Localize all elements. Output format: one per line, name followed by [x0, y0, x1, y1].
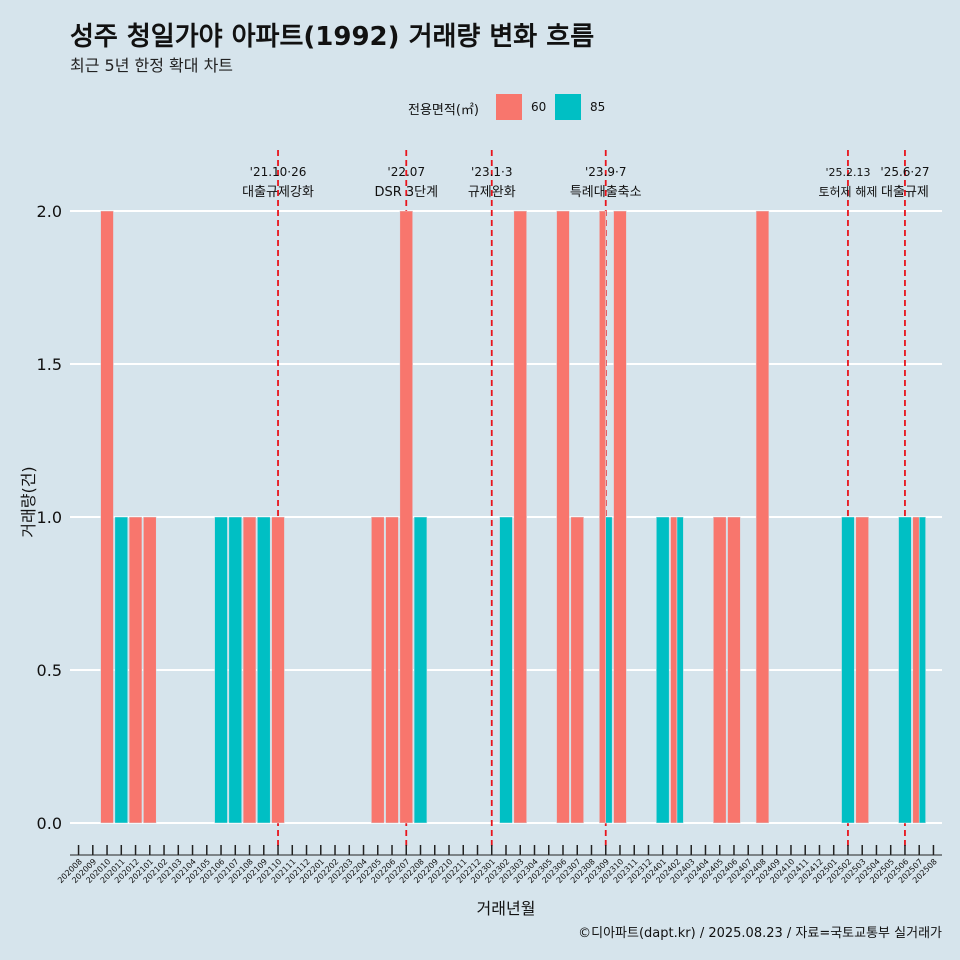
bar-60-202108: [242, 516, 257, 824]
y-tick-label: 0.5: [37, 661, 62, 680]
bar-60-202406: [727, 516, 741, 824]
y-axis-ticks: 0.0 0.5 1.0 1.5 2.0: [37, 202, 62, 833]
legend-title: 전용면적(㎡): [408, 103, 479, 118]
annotation-date: '25.2.13: [825, 166, 870, 179]
chart-title: 성주 청일가야 아파트(1992) 거래량 변화 흐름: [70, 22, 595, 52]
bar-60-202306: [556, 210, 570, 824]
bar-60-202110: [271, 516, 285, 824]
bar-85-202502: [841, 516, 855, 824]
bar-60-202010: [100, 210, 114, 824]
annotation-text: 대출규제강화: [242, 185, 314, 200]
annotation-date: '25.6·27: [880, 165, 929, 179]
annotation-text: 특례대출축소: [570, 185, 642, 200]
annotation-text: DSR 3단계: [374, 185, 438, 200]
y-tick-label: 1.0: [37, 508, 62, 527]
bar-85-202309: [605, 516, 613, 824]
bar-85-202107: [228, 516, 242, 824]
bar-60-202405: [713, 516, 727, 824]
bar-60-202206: [385, 516, 399, 824]
annotation-date: '23.9·7: [585, 165, 626, 179]
bar-60-202101: [143, 516, 157, 824]
bar-85-202506: [898, 516, 912, 824]
annotation-date: '21.10·26: [250, 165, 307, 179]
bar-60-202310: [613, 210, 627, 824]
annotations: '21.10·26 대출규제강화 '22.07 DSR 3단계 '23.1·3 규제완화 '…: [242, 165, 929, 200]
bar-60-202408: [755, 210, 770, 824]
bar-60-202205: [371, 516, 385, 824]
bar-60-202307: [570, 516, 584, 824]
annotation-date: '23.1·3: [471, 165, 512, 179]
legend-label-60: 60: [531, 100, 547, 114]
bar-60-202309: [599, 210, 606, 824]
bar-85-202401: [656, 516, 670, 824]
annotation-text: 규제완화: [468, 185, 516, 200]
annotation-text: 토허제 해제: [818, 185, 877, 199]
bar-60-202303: [513, 210, 527, 824]
y-axis-label: 거래량(건): [19, 466, 38, 537]
bar-60-202507: [912, 516, 920, 824]
legend-key-60: [496, 94, 522, 120]
bar-85-202011: [114, 516, 128, 824]
bar-85-202109: [257, 516, 271, 824]
bar-60-202012: [128, 516, 143, 824]
bar-60-202207: [399, 210, 413, 824]
annotation-date: '22.07: [387, 165, 425, 179]
legend-key-85: [555, 94, 581, 120]
x-axis-label: 거래년월: [477, 899, 536, 918]
legend: 전용면적(㎡) 60 85: [0, 92, 960, 122]
y-tick-label: 0.0: [37, 814, 62, 833]
bar-85-202402: [676, 516, 684, 824]
annotation-text: 대출규제: [881, 185, 929, 200]
y-tick-label: 1.5: [37, 355, 62, 374]
bar-60-202402: [670, 516, 678, 824]
y-tick-label: 2.0: [37, 202, 62, 221]
bar-85-202507: [918, 516, 926, 824]
bars: [100, 210, 926, 824]
caption: ©디아파트(dapt.kr) / 2025.08.23 / 자료=국토교통부 실…: [578, 926, 942, 941]
bar-85-202208: [413, 516, 428, 824]
bar-85-202302: [499, 516, 513, 824]
bar-60-202503: [855, 516, 869, 824]
chart-subtitle: 최근 5년 한정 확대 차트: [70, 56, 234, 75]
bar-85-202106: [214, 516, 228, 824]
x-axis: 2020082020092020102020112020122021012021…: [56, 845, 942, 885]
legend-label-85: 85: [590, 100, 606, 114]
